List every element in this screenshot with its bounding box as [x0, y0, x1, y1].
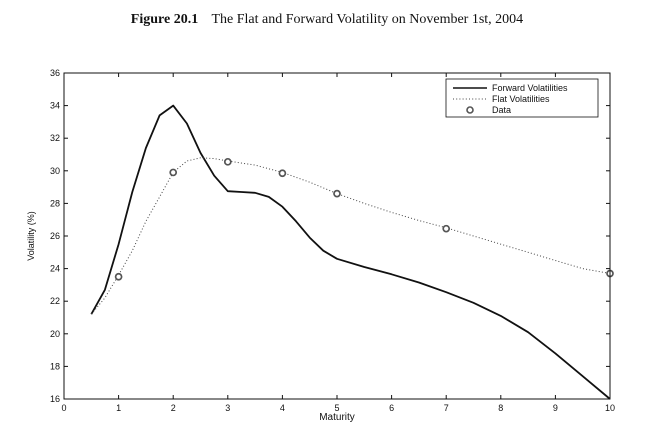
y-tick-label: 34 [50, 101, 60, 111]
data-point-marker [223, 157, 232, 166]
legend-label-data: Data [492, 105, 511, 115]
x-tick-label: 4 [280, 403, 285, 413]
legend-swatch-data [466, 106, 474, 114]
y-tick-label: 24 [50, 264, 60, 274]
figure-title: The Flat and Forward Volatility on Novem… [211, 12, 524, 27]
y-tick-label: 18 [50, 361, 60, 371]
y-tick-label: 36 [50, 68, 60, 78]
y-tick-label: 30 [50, 166, 60, 176]
x-tick-label: 1 [116, 403, 121, 413]
x-tick-label: 8 [498, 403, 503, 413]
x-tick-label: 5 [334, 403, 339, 413]
x-tick-label: 7 [444, 403, 449, 413]
x-tick-label: 0 [61, 403, 66, 413]
data-point-marker [442, 224, 451, 233]
y-tick-label: 22 [50, 296, 60, 306]
y-tick-label: 28 [50, 198, 60, 208]
data-point-marker [169, 168, 178, 177]
legend-label-forward: Forward Volatilities [492, 83, 568, 93]
flat-volatility-line [90, 157, 611, 315]
y-tick-label: 26 [50, 231, 60, 241]
figure-caption: Figure 20.1 The Flat and Forward Volatil… [0, 12, 654, 28]
x-tick-label: 2 [171, 403, 176, 413]
legend: Forward Volatilities Flat Volatilities D… [445, 78, 599, 118]
y-axis-label: Volatility (%) [26, 211, 36, 261]
x-tick-label: 10 [605, 403, 615, 413]
plot-frame [63, 72, 611, 400]
x-tick-label: 9 [553, 403, 558, 413]
data-point-marker [333, 189, 341, 198]
forward-volatility-line [90, 104, 611, 400]
data-point-marker [114, 272, 123, 281]
figure-number: Figure 20.1 [130, 12, 199, 27]
y-tick-label: 20 [50, 329, 60, 339]
y-tick-label: 32 [50, 133, 60, 143]
x-tick-label: 3 [225, 403, 230, 413]
x-tick-label: 6 [389, 403, 394, 413]
x-axis-label: Maturity [319, 412, 355, 423]
data-point-marker [278, 169, 287, 178]
y-tick-label: 16 [50, 394, 60, 404]
legend-label-flat: Flat Volatilities [492, 94, 550, 104]
